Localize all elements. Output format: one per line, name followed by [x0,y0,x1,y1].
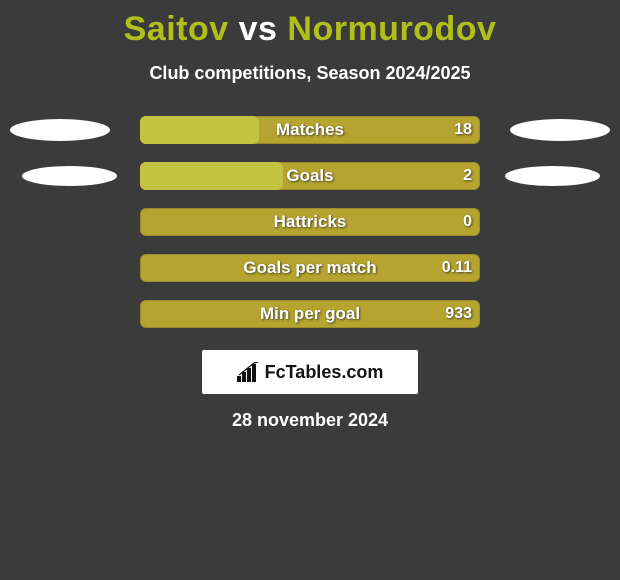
ellipse-left-icon [10,119,110,141]
bars-icon [237,362,261,382]
player2-name: Normurodov [287,10,496,48]
stat-row: Goals per match0.11 [0,254,620,282]
stat-value-right: 0.11 [442,254,472,282]
player1-name: Saitov [124,10,229,48]
subtitle: Club competitions, Season 2024/2025 [0,63,620,84]
stat-value-right: 18 [454,116,472,144]
logo-text: FcTables.com [265,362,384,383]
stat-label: Hattricks [140,208,480,236]
stat-value-right: 0 [463,208,472,236]
stat-label: Goals [140,162,480,190]
stat-label: Goals per match [140,254,480,282]
stat-label: Matches [140,116,480,144]
ellipse-right-icon [510,119,610,141]
stat-value-right: 2 [463,162,472,190]
stat-row: Min per goal933 [0,300,620,328]
stat-value-right: 933 [445,300,472,328]
stat-row: Goals2 [0,162,620,190]
stat-row: Hattricks0 [0,208,620,236]
date-text: 28 november 2024 [0,410,620,431]
stat-label: Min per goal [140,300,480,328]
stat-row: Matches18 [0,116,620,144]
comparison-title: Saitov vs Normurodov [0,0,620,49]
stats-container: Matches18 Goals2 Hattricks0 Goals per match… [0,116,620,328]
logo-box: FcTables.com [202,350,418,394]
ellipse-left-icon [22,166,117,186]
vs-text: vs [239,10,278,48]
ellipse-right-icon [505,166,600,186]
